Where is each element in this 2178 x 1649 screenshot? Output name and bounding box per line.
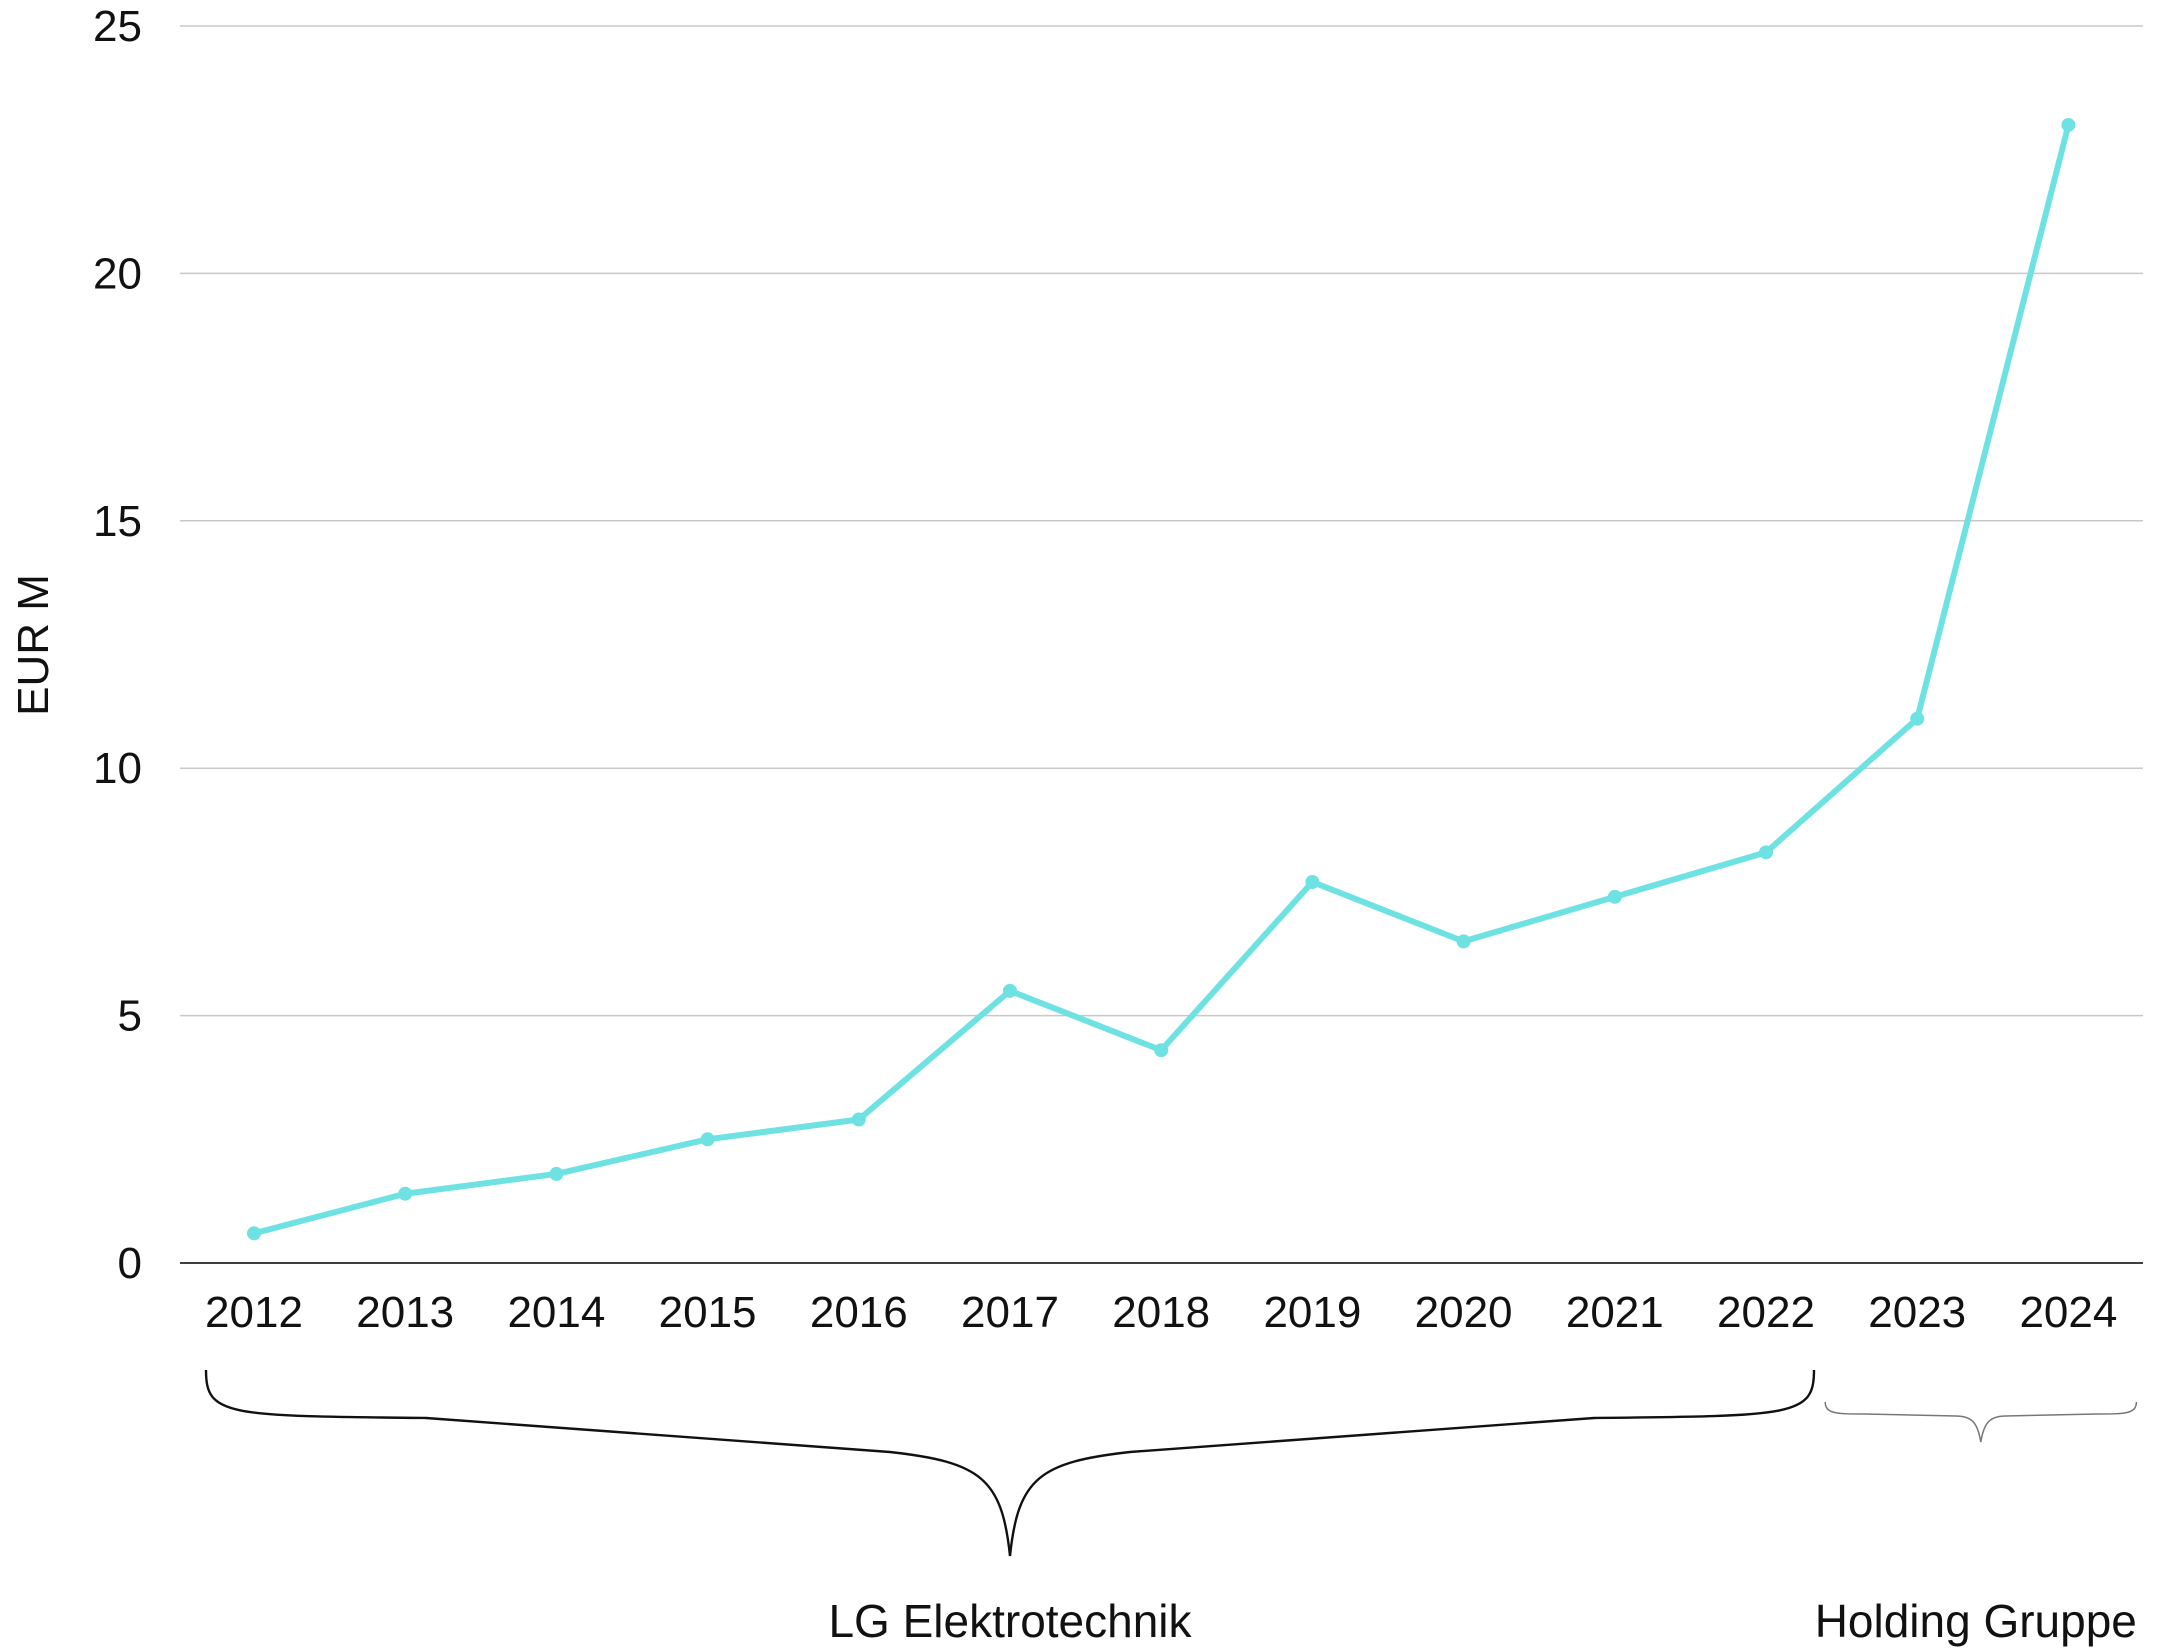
data-point [2061, 117, 2076, 132]
data-point [1154, 1043, 1169, 1058]
y-tick-label: 5 [118, 992, 142, 1041]
data-point [1456, 934, 1471, 949]
data-point [247, 1226, 261, 1241]
data-point [549, 1166, 564, 1181]
y-tick-label: 15 [93, 497, 142, 546]
tick-labels: 0 5 10 15 20 25 2012 2013 2014 2015 2016 2017 2018 20… [93, 2, 2117, 1337]
data-point [1759, 845, 1773, 860]
data-point [851, 1112, 866, 1127]
group-label: Holding Gruppe [1815, 1595, 2137, 1647]
gridlines [180, 25, 2143, 1017]
y-tick-label: 25 [93, 2, 142, 51]
data-point [1607, 889, 1622, 904]
data-point [1305, 875, 1320, 890]
data-point [700, 1132, 715, 1147]
series-line [251, 121, 2072, 1237]
x-tick-label: 2022 [1717, 1288, 1815, 1337]
x-tick-label: 2012 [205, 1288, 303, 1337]
x-tick-label: 2020 [1415, 1288, 1513, 1337]
x-tick-label: 2013 [356, 1288, 454, 1337]
data-point [1910, 711, 1925, 726]
x-tick-label: 2018 [1112, 1288, 1210, 1337]
y-tick-label: 20 [93, 249, 142, 298]
x-tick-label: 2016 [810, 1288, 908, 1337]
group-label: LG Elektrotechnik [828, 1595, 1192, 1647]
x-tick-label: 2023 [1868, 1288, 1966, 1337]
x-tick-label: 2021 [1566, 1288, 1664, 1337]
x-tick-label: 2017 [961, 1288, 1059, 1337]
data-point [1003, 983, 1017, 998]
x-tick-label: 2024 [2019, 1288, 2117, 1337]
y-tick-label: 0 [118, 1239, 142, 1288]
x-tick-label: 2019 [1263, 1288, 1361, 1337]
y-axis-title: EUR M [9, 574, 58, 716]
group-brace [1824, 1401, 2138, 1443]
y-tick-label: 10 [93, 744, 142, 793]
series-layer [247, 117, 2076, 1241]
x-tick-label: 2015 [659, 1288, 757, 1337]
data-point [398, 1186, 413, 1201]
group-annotations: LG Elektrotechnik Holding Gruppe [204, 1369, 2138, 1647]
x-tick-label: 2014 [507, 1288, 605, 1337]
group-brace [204, 1369, 1816, 1557]
